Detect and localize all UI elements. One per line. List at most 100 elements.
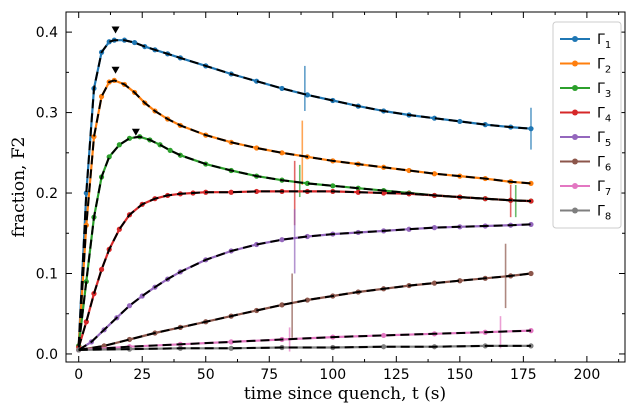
fit-curve [78,223,532,351]
fit-layer [77,39,532,351]
x-tick-label: 75 [260,367,278,383]
legend-swatch-marker [572,85,578,91]
data-point [126,303,133,309]
data-point [279,237,285,243]
data-point [431,171,438,177]
legend-swatch-marker [572,207,578,214]
legend-label: Γ8 [597,204,611,223]
data-point [228,345,234,351]
y-axis-label: fraction, F2 [9,137,29,238]
legend-item-1: Γ1 [560,32,611,51]
series-line [77,79,532,346]
fit-curve [77,135,532,347]
legend-label: Γ7 [597,179,611,198]
plot-frame [65,11,626,363]
legend-label: Γ2 [597,57,611,76]
x-tick-label: 200 [574,367,601,383]
data-point [304,297,310,303]
series-3 [76,134,534,349]
y-tick-label: 0.4 [36,25,58,41]
data-point [116,142,122,148]
data-point [431,280,438,286]
data-point [304,233,310,240]
legend-swatch-marker [572,60,578,67]
legend-swatch-marker [572,158,578,165]
series-4 [76,160,534,351]
legend-label: Γ5 [597,130,611,149]
series-layer [76,37,534,353]
fit-curve [78,329,532,351]
legend-label: Γ3 [597,81,611,100]
data-point [381,332,387,339]
series-line [78,223,532,351]
data-point [98,266,105,273]
x-tick-label: 50 [197,367,215,383]
fit-curve [77,79,532,346]
legend-item-2: Γ2 [560,57,611,76]
data-point [253,241,260,248]
data-point [457,278,463,284]
legend: Γ1 Γ2 Γ3 Γ4 Γ5 Γ6 Γ7 Γ8 [552,21,622,229]
data-point [132,39,138,46]
data-point [253,188,260,195]
x-tick-label: 125 [383,367,410,383]
x-tick-label: 175 [510,367,537,383]
legend-label: Γ1 [597,32,611,51]
legend-swatch-marker [572,134,578,140]
legend-swatch-marker [572,183,578,189]
legend-items: Γ1 Γ2 Γ3 Γ4 Γ5 Γ6 Γ7 Γ8 [560,32,611,223]
series-6 [76,243,534,353]
data-point [406,226,412,232]
series-2 [76,77,534,349]
legend-item-8: Γ8 [560,204,611,223]
data-point [381,190,387,196]
data-point [83,190,89,196]
data-point [431,225,438,231]
peak-marker [131,128,140,136]
legend-item-6: Γ6 [560,155,611,174]
fit-curve [77,190,532,348]
legend-item-3: Γ3 [560,81,611,100]
data-point [253,145,260,151]
legend-swatch-marker [572,109,578,116]
tick-layer: 0 25 50 75 100 125 150 175 200 0.0 0.1 0.2 0.3 0.4 [36,12,625,383]
y-tick-label: 0.0 [36,347,58,363]
x-tick-label: 100 [319,367,346,383]
legend-swatch-marker [572,36,578,42]
marker-layer [111,26,140,136]
fit-curve [78,344,531,351]
y-tick-label: 0.3 [36,106,58,122]
fit-curve [77,39,532,346]
data-point [167,147,173,153]
data-point [330,183,336,189]
peak-marker [111,26,120,34]
legend-item-5: Γ5 [560,130,611,149]
y-tick-label: 0.1 [36,266,58,282]
legend-item-7: Γ7 [560,179,611,198]
x-tick-label: 25 [133,367,151,383]
data-point [381,344,387,350]
data-point [528,270,534,277]
data-point [528,180,534,186]
data-point [279,85,285,92]
data-point [355,189,361,195]
legend-box [552,21,622,229]
series-line [77,135,532,347]
data-point [528,221,534,228]
data-point [431,115,438,121]
data-point [406,167,412,174]
peak-marker [111,66,120,74]
data-point [228,339,234,345]
data-point [457,118,463,125]
data-point [279,302,285,308]
data-point [279,150,285,156]
legend-item-4: Γ4 [560,106,611,125]
data-point [228,189,234,195]
y-tick-label: 0.2 [36,186,58,202]
legend-label: Γ6 [597,155,611,174]
x-tick-label: 0 [74,367,83,383]
fit-curve [78,272,532,351]
x-axis-label: time since quench, t (s) [244,384,446,404]
x-tick-label: 150 [446,367,473,383]
